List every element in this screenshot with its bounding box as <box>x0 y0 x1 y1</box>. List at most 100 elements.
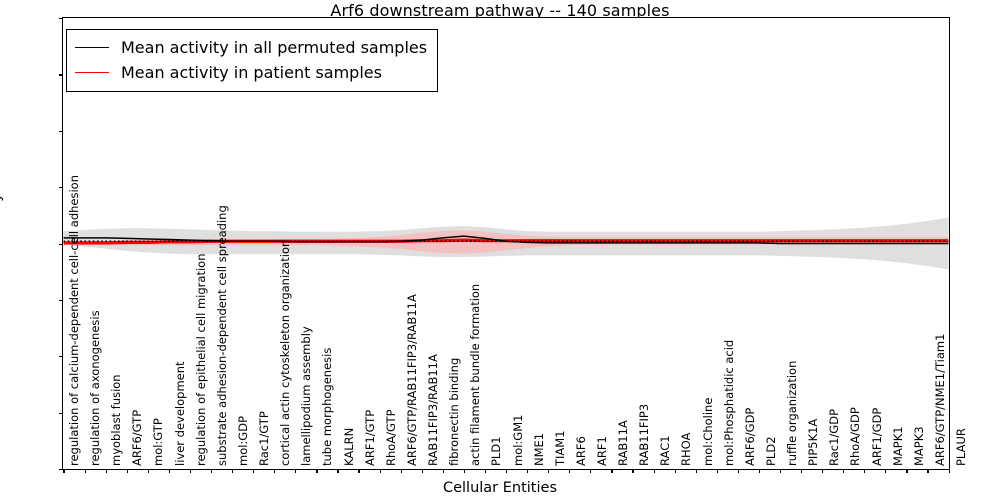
x-tick-mark <box>843 469 845 473</box>
y-tick-mark <box>59 130 63 132</box>
x-tick-label: RAB11FIP3/RAB11A <box>426 354 441 466</box>
x-tick-mark <box>84 469 86 473</box>
x-tick-mark <box>506 469 508 473</box>
x-tick-label: ARF6/GTP/RAB11FIP3/RAB11A <box>404 294 419 466</box>
y-tick-mark <box>59 469 63 471</box>
x-tick-label: substrate adhesion-dependent cell spread… <box>214 205 229 466</box>
x-tick-label: Rac1/GDP <box>827 408 842 466</box>
x-tick-mark <box>822 469 824 473</box>
x-tick-label: ARF6/GTP <box>130 409 145 466</box>
x-tick-mark <box>484 469 487 473</box>
x-tick-label: PLD1 <box>489 436 504 466</box>
x-tick-label: RHOA <box>679 432 694 466</box>
x-tick-mark <box>400 469 402 473</box>
x-tick-mark <box>421 469 423 473</box>
x-tick-mark <box>337 469 339 473</box>
x-tick-mark <box>189 469 192 473</box>
x-tick-mark <box>674 469 676 473</box>
plot-area: −4−3−2−101234 <box>59 17 950 473</box>
x-tick-label: PLD2 <box>763 436 778 466</box>
x-tick-label: liver development <box>172 361 187 466</box>
x-tick-mark <box>147 469 149 473</box>
x-tick-label: lamellipodium assembly <box>299 326 314 466</box>
x-tick-label: ruffle organization <box>785 360 800 466</box>
x-tick-label: tube morphogenesis <box>320 347 335 466</box>
x-tick-mark <box>63 469 65 473</box>
x-tick-label: fibronectin binding <box>447 357 462 466</box>
plot-canvas <box>63 18 949 469</box>
x-tick-label: ARF6 <box>573 436 588 466</box>
legend-label-permuted: Mean activity in all permuted samples <box>121 37 428 57</box>
x-tick-mark <box>379 469 381 473</box>
y-axis-label: Inferred Activity <box>0 193 4 309</box>
x-tick-label: regulation of calcium-dependent cell-cel… <box>67 175 81 466</box>
x-tick-label: ARF1/GTP <box>362 409 377 466</box>
x-tick-mark <box>632 469 634 473</box>
x-tick-mark <box>737 469 739 473</box>
y-tick-mark <box>59 299 63 302</box>
x-tick-label: TIAM1 <box>552 430 567 466</box>
y-tick-mark <box>59 18 63 20</box>
chart-svg <box>63 217 949 270</box>
x-tick-label: myoblast fusion <box>109 374 124 466</box>
x-tick-mark <box>442 469 444 473</box>
x-tick-mark <box>105 469 107 473</box>
x-tick-label: cortical actin cytoskeleton organization <box>278 239 293 466</box>
y-tick-mark <box>59 412 63 414</box>
x-tick-mark <box>864 469 866 473</box>
legend-swatch-permuted <box>75 47 109 48</box>
x-tick-mark <box>463 469 466 473</box>
legend-item-patient: Mean activity in patient samples <box>75 60 427 85</box>
x-tick-mark <box>716 469 718 473</box>
x-tick-label: RhoA/GDP <box>848 407 863 466</box>
y-tick-mark <box>59 356 63 358</box>
x-tick-mark <box>948 469 950 473</box>
x-tick-label: ARF6/GDP <box>742 407 757 466</box>
x-tick-label: mol:GDP <box>235 415 250 466</box>
legend: Mean activity in all permuted samples Me… <box>66 29 439 92</box>
x-tick-label: regulation of epithelial cell migration <box>193 253 208 466</box>
x-tick-mark <box>801 469 803 473</box>
x-tick-label: PIP5K1A <box>806 418 821 466</box>
legend-swatch-patient <box>75 72 109 73</box>
x-tick-mark <box>695 469 697 473</box>
x-tick-label: MAPK1 <box>890 426 905 466</box>
x-tick-label: ARF1 <box>594 436 609 466</box>
x-tick-mark <box>548 469 550 473</box>
chart-title: Arf6 downstream pathway -- 140 samples <box>330 1 670 20</box>
legend-item-permuted: Mean activity in all permuted samples <box>75 35 427 60</box>
x-tick-mark <box>358 469 360 473</box>
x-tick-label: mol:GM1 <box>510 414 525 466</box>
x-axis-label: Cellular Entities <box>442 480 558 496</box>
x-tick-label: actin filament bundle formation <box>468 283 483 466</box>
x-tick-mark <box>653 469 655 473</box>
x-tick-mark <box>527 469 529 473</box>
y-tick-mark <box>59 243 63 245</box>
x-tick-label: RAB11FIP3 <box>637 403 652 466</box>
x-tick-mark <box>590 469 592 473</box>
x-tick-mark <box>779 469 782 473</box>
x-tick-mark <box>126 469 128 473</box>
y-tick-mark <box>59 74 63 76</box>
x-tick-mark <box>253 469 255 473</box>
x-tick-label: RhoA/GTP <box>383 409 398 466</box>
x-tick-label: mol:Phosphatidic acid <box>721 339 736 466</box>
x-tick-label: regulation of axonogenesis <box>88 310 103 466</box>
x-tick-label: MAPK3 <box>911 426 926 466</box>
x-tick-mark <box>927 469 929 473</box>
x-tick-label: RAB11A <box>616 420 631 466</box>
x-tick-label: mol:Choline <box>700 397 715 466</box>
x-tick-mark <box>210 469 213 473</box>
x-tick-mark <box>316 469 318 473</box>
x-tick-mark <box>569 469 571 473</box>
x-tick-label: NME1 <box>531 432 546 466</box>
x-tick-mark <box>168 469 171 473</box>
x-tick-label: ARF1/GDP <box>869 407 884 466</box>
x-tick-mark <box>274 469 276 473</box>
x-tick-mark <box>758 469 761 473</box>
y-tick-mark <box>59 187 63 189</box>
x-tick-label: KALRN <box>341 427 356 466</box>
series-lines <box>63 235 949 245</box>
x-tick-label: Rac1/GTP <box>257 411 272 466</box>
